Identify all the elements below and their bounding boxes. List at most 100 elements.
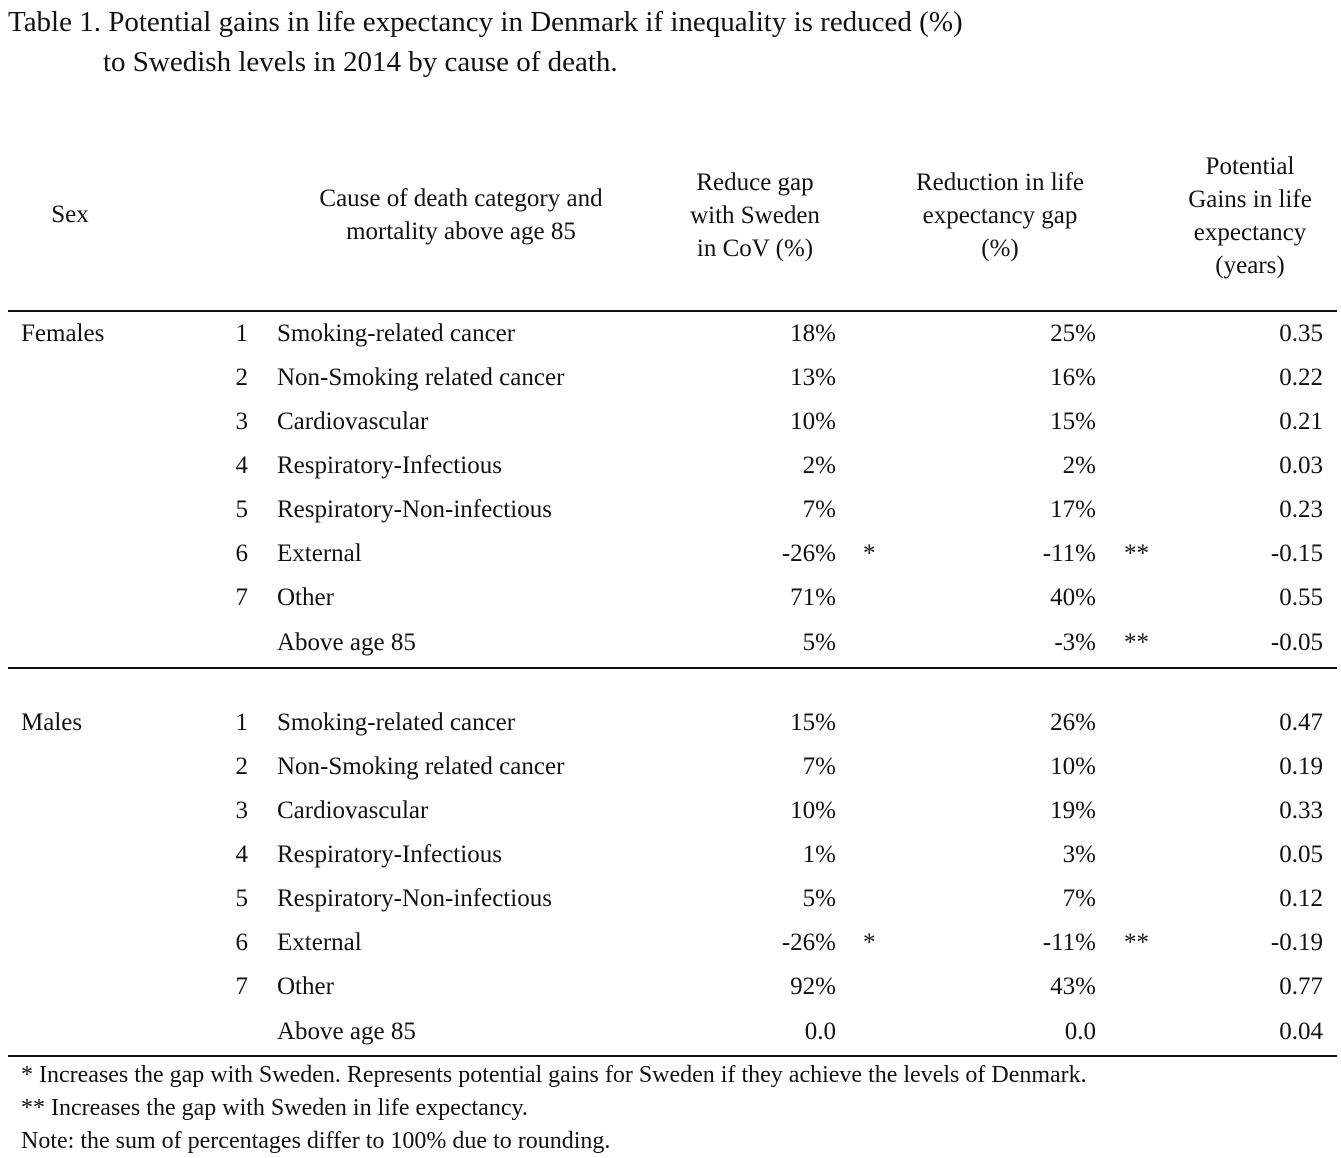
header-cause-line: mortality above age 85 xyxy=(346,218,576,245)
cov-marker: * xyxy=(863,929,876,956)
header-rule xyxy=(8,310,1337,312)
header-cov: Reduce gap with Sweden in CoV (%) xyxy=(670,166,840,265)
gain-value: 0.19 xyxy=(1279,753,1323,780)
cause-number: 4 xyxy=(235,452,249,479)
cause-name: Respiratory-Non-infectious xyxy=(277,885,552,912)
cause-number: 4 xyxy=(235,841,249,868)
cause-name: Respiratory-Non-infectious xyxy=(277,496,552,523)
header-sex: Sex xyxy=(40,198,100,231)
reduction-value: -11% xyxy=(1042,929,1096,956)
sex-label-females: Females xyxy=(21,320,105,347)
cause-number: 3 xyxy=(235,408,249,435)
cov-value: 7% xyxy=(802,753,836,780)
table-row: 3 Cardiovascular 10% 19% 0.33 xyxy=(0,789,1341,833)
reduction-value: 40% xyxy=(1050,584,1096,611)
table-row: 6 External -26% * -11% ** -0.15 xyxy=(0,532,1341,576)
table-title-line-2: to Swedish levels in 2014 by cause of de… xyxy=(103,46,618,78)
table-row: 3 Cardiovascular 10% 15% 0.21 xyxy=(0,400,1341,444)
table-row: 5 Respiratory-Non-infectious 7% 17% 0.23 xyxy=(0,488,1341,532)
cause-name: Cardiovascular xyxy=(277,408,429,435)
gain-value: 0.12 xyxy=(1279,885,1323,912)
cause-number: 6 xyxy=(235,540,249,567)
header-gains-line: (years) xyxy=(1215,252,1285,279)
gain-value: 0.47 xyxy=(1279,709,1323,736)
cov-value: -26% xyxy=(781,540,836,567)
gain-value: 0.21 xyxy=(1279,408,1323,435)
gain-value: 0.33 xyxy=(1279,797,1323,824)
cause-number: 2 xyxy=(235,753,249,780)
reduction-value: 25% xyxy=(1050,320,1096,347)
cov-marker: * xyxy=(863,540,876,567)
header-cov-line: in CoV (%) xyxy=(696,235,814,262)
header-gains-line: expectancy xyxy=(1193,219,1307,246)
cause-name: Smoking-related cancer xyxy=(277,320,516,347)
table-row: 7 Other 92% 43% 0.77 xyxy=(0,965,1341,1009)
section-rule xyxy=(8,667,1337,669)
header-reduction-line: Reduction in life xyxy=(915,169,1085,196)
cause-name: Respiratory-Infectious xyxy=(277,841,502,868)
header-cov-line: with Sweden xyxy=(690,202,820,229)
bottom-rule xyxy=(8,1055,1337,1057)
cause-number: 7 xyxy=(235,584,249,611)
gain-value: 0.35 xyxy=(1279,320,1323,347)
gain-value: 0.22 xyxy=(1279,364,1323,391)
reduction-value: 26% xyxy=(1050,709,1096,736)
header-reduction: Reduction in life expectancy gap (%) xyxy=(890,166,1110,265)
reduction-marker: ** xyxy=(1124,629,1149,656)
table-row: 4 Respiratory-Infectious 2% 2% 0.03 xyxy=(0,444,1341,488)
footnote-rounding: Note: the sum of percentages differ to 1… xyxy=(21,1128,611,1154)
header-cov-line: Reduce gap xyxy=(696,169,814,196)
cov-value: 0.0 xyxy=(804,1018,836,1045)
cause-name: External xyxy=(277,929,362,956)
gain-value: 0.77 xyxy=(1279,973,1323,1000)
cause-number: 6 xyxy=(235,929,249,956)
reduction-value: 43% xyxy=(1050,973,1096,1000)
table-row: 6 External -26% * -11% ** -0.19 xyxy=(0,921,1341,965)
cov-value: 5% xyxy=(802,629,836,656)
cause-number: 5 xyxy=(235,496,249,523)
table-row: 5 Respiratory-Non-infectious 5% 7% 0.12 xyxy=(0,877,1341,921)
cause-name: Other xyxy=(277,973,334,1000)
cause-number: 1 xyxy=(235,320,249,347)
reduction-value: 0.0 xyxy=(1064,1018,1096,1045)
footnote-double-star: ** Increases the gap with Sweden in life… xyxy=(21,1095,528,1121)
cause-number: 5 xyxy=(235,885,249,912)
gain-value: -0.05 xyxy=(1270,629,1323,656)
reduction-value: 7% xyxy=(1062,885,1096,912)
table-row: 2 Non-Smoking related cancer 7% 10% 0.19 xyxy=(0,745,1341,789)
cov-value: 10% xyxy=(790,797,836,824)
header-reduction-line: expectancy gap xyxy=(922,202,1078,229)
header-gains: Potential Gains in life expectancy (year… xyxy=(1165,150,1335,282)
gain-value: -0.19 xyxy=(1270,929,1323,956)
table-row: 4 Respiratory-Infectious 1% 3% 0.05 xyxy=(0,833,1341,877)
cov-value: 92% xyxy=(790,973,836,1000)
gain-value: 0.55 xyxy=(1279,584,1323,611)
reduction-value: -11% xyxy=(1042,540,1096,567)
footnote-single-star: * Increases the gap with Sweden. Represe… xyxy=(21,1062,1087,1088)
cause-name: Non-Smoking related cancer xyxy=(277,364,565,391)
reduction-value: 17% xyxy=(1050,496,1096,523)
cause-name: Cardiovascular xyxy=(277,797,429,824)
header-gains-line: Potential xyxy=(1205,153,1295,180)
reduction-value: 19% xyxy=(1050,797,1096,824)
cov-value: 15% xyxy=(790,709,836,736)
reduction-value: 15% xyxy=(1050,408,1096,435)
gain-value: 0.23 xyxy=(1279,496,1323,523)
cause-name: Smoking-related cancer xyxy=(277,709,516,736)
reduction-value: -3% xyxy=(1054,629,1096,656)
table-row: Above age 85 5% -3% ** -0.05 xyxy=(0,621,1341,665)
reduction-value: 2% xyxy=(1062,452,1096,479)
reduction-value: 3% xyxy=(1062,841,1096,868)
cov-value: 2% xyxy=(802,452,836,479)
header-sex-text: Sex xyxy=(51,201,89,228)
header-reduction-line: (%) xyxy=(981,235,1019,262)
cov-value: 10% xyxy=(790,408,836,435)
cause-name: Other xyxy=(277,584,334,611)
table-row: Females 1 Smoking-related cancer 18% 25%… xyxy=(0,312,1341,356)
reduction-marker: ** xyxy=(1124,540,1149,567)
cause-number: 3 xyxy=(235,797,249,824)
cov-value: 5% xyxy=(802,885,836,912)
table-title-line-1: Table 1. Potential gains in life expecta… xyxy=(8,6,963,38)
header-cause: Cause of death category and mortality ab… xyxy=(280,182,642,248)
sex-label-males: Males xyxy=(21,709,83,736)
